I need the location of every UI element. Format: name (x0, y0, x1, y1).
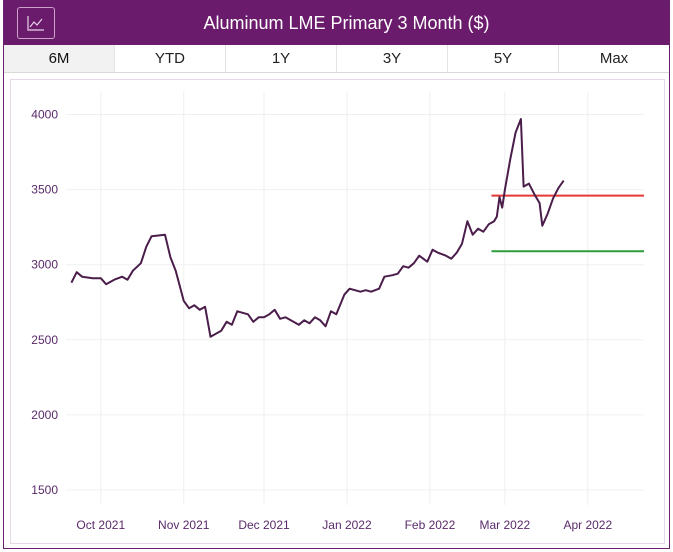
tab-max[interactable]: Max (558, 45, 669, 72)
line-chart-icon (27, 16, 44, 31)
y-tick-label: 3500 (31, 183, 58, 197)
price-series-line (70, 118, 565, 338)
range-tabs: 6M YTD 1Y 3Y 5Y Max (4, 45, 669, 73)
tab-3y[interactable]: 3Y (336, 45, 447, 72)
price-chart: Oct 2021 Nov 2021 Dec 2021 Jan 2022 Feb 2022… (31, 92, 644, 532)
tab-5y[interactable]: 5Y (447, 45, 558, 72)
chart-type-button[interactable] (17, 7, 55, 39)
title-bar: Aluminum LME Primary 3 Month ($) (4, 1, 669, 45)
tab-6m[interactable]: 6M (4, 45, 114, 72)
tab-1y[interactable]: 1Y (225, 45, 336, 72)
x-tick-label: Apr 2022 (563, 518, 612, 532)
chart-widget: Aluminum LME Primary 3 Month ($) 6M YTD … (3, 0, 670, 549)
chart-title: Aluminum LME Primary 3 Month ($) (203, 13, 490, 33)
y-tick-label: 2000 (31, 408, 58, 422)
x-tick-label: Nov 2021 (158, 518, 210, 532)
x-tick-label: Feb 2022 (405, 518, 456, 532)
plot-area: Oct 2021 Nov 2021 Dec 2021 Jan 2022 Feb 2022… (10, 79, 665, 544)
y-tick-label: 2500 (31, 333, 58, 347)
y-tick-label: 1500 (31, 483, 58, 497)
x-tick-label: Mar 2022 (480, 518, 531, 532)
y-tick-label: 4000 (31, 108, 58, 122)
y-tick-label: 3000 (31, 258, 58, 272)
tab-ytd[interactable]: YTD (114, 45, 225, 72)
x-tick-label: Oct 2021 (76, 518, 125, 532)
x-tick-label: Dec 2021 (238, 518, 290, 532)
x-tick-label: Jan 2022 (322, 518, 372, 532)
